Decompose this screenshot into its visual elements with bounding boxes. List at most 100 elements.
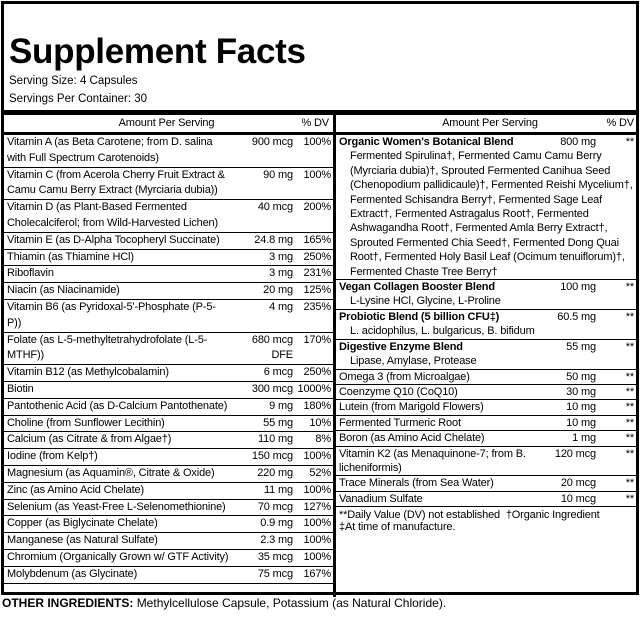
nutrient-dv: 8%: [315, 433, 331, 446]
nutrient-row: Calcium (as Citrate & from Algae†) 110 mg…: [4, 432, 333, 450]
nutrient-name: Vitamin D (as Plant-Based Fermented Chol…: [7, 201, 219, 229]
nutrient-amount: 90 mg: [263, 168, 293, 181]
ingredient-name: Digestive Enzyme Blend: [339, 340, 463, 353]
ingredient-dv: **: [625, 340, 634, 353]
nutrient-dv: 100%: [303, 450, 331, 463]
ingredient-dv: **: [625, 281, 634, 294]
right-table: Amount Per Serving % DV Organic Women's …: [336, 115, 636, 597]
ingredient-amount: 55 mg: [566, 340, 596, 353]
ingredient-main: Fermented Turmeric Root 10 mg **: [336, 416, 636, 430]
ingredient-name: Organic Women's Botanical Blend: [339, 136, 514, 148]
nutrient-row: Thiamin (as Thiamine HCl) 3 mg 250%: [4, 250, 333, 267]
nutrient-name: Biotin: [7, 382, 34, 395]
nutrient-amount: 11 mg: [263, 483, 293, 496]
ingredient-dv: **: [625, 492, 634, 505]
nutrient-dv: 100%: [303, 168, 331, 181]
nutrient-dv: 10%: [309, 416, 331, 429]
blend-detail: L-Lysine HCl, Glycine, L-Proline: [350, 295, 501, 308]
nutrient-amount: 2.3 mg: [260, 534, 293, 547]
nutrient-amount: 20 mg: [263, 284, 293, 297]
ingredient-dv: **: [625, 447, 634, 460]
nutrient-amount: 4 mg: [269, 300, 293, 313]
nutrient-row: Vitamin D (as Plant-Based Fermented Chol…: [4, 200, 333, 233]
nutrient-dv: 100%: [303, 517, 331, 530]
ingredient-main: Trace Minerals (from Sea Water) 20 mcg **: [336, 476, 636, 490]
nutrient-row: Chromium (Organically Grown w/ GTF Activ…: [4, 550, 333, 567]
nutrient-amount: 150 mcg: [251, 450, 293, 463]
ingredient-amount: 800 mg: [560, 136, 596, 148]
nutrient-row: Niacin (as Niacinamide) 20 mg 125%: [4, 283, 333, 300]
nutrient-row: Biotin 300 mcg 1000%: [4, 382, 333, 399]
ingredient-amount: 30 mg: [566, 385, 596, 398]
nutrient-row: Pantothenic Acid (as D-Calcium Pantothen…: [4, 399, 333, 416]
ingredient-name: Trace Minerals (from Sea Water): [339, 477, 494, 490]
left-table: Amount Per Serving % DV Vitamin A (as Be…: [4, 115, 336, 597]
header-dv: % DV: [301, 117, 329, 129]
nutrient-dv: 200%: [303, 201, 331, 214]
ingredient-dv: **: [625, 310, 634, 323]
ingredient-row: Trace Minerals (from Sea Water) 20 mcg **: [336, 476, 636, 492]
nutrient-name: Copper (as Biglycinate Chelate): [7, 517, 158, 530]
nutrient-amount: 300 mcg: [251, 382, 293, 395]
title: Supplement Facts: [9, 32, 306, 71]
nutrient-dv: 100%: [303, 136, 331, 148]
ingredient-dv: **: [625, 432, 634, 445]
nutrient-amount: 680 mcg DFE: [251, 333, 293, 362]
nutrient-name: Chromium (Organically Grown w/ GTF Activ…: [7, 550, 229, 563]
nutrient-row: Vitamin A (as Beta Carotene; from D. sal…: [4, 135, 333, 168]
nutrient-name: Calcium (as Citrate & from Algae†): [7, 433, 172, 446]
ingredient-dv: **: [625, 385, 634, 398]
nutrient-dv: 52%: [309, 466, 331, 479]
ingredient-name: Boron (as Amino Acid Chelate): [339, 432, 485, 445]
ingredient-name: Omega 3 (from Microalgae): [339, 370, 470, 383]
ingredient-amount: 50 mg: [566, 370, 596, 383]
serving-size: Serving Size: 4 Capsules: [9, 75, 138, 87]
nutrient-row: Vitamin B6 (as Pyridoxal-5'-Phosphate (P…: [4, 300, 333, 333]
nutrient-name: Zinc (as Amino Acid Chelate): [7, 483, 145, 496]
ingredient-row: Lutein (from Marigold Flowers) 10 mg **: [336, 400, 636, 416]
ingredient-row: Omega 3 (from Microalgae) 50 mg **: [336, 370, 636, 385]
table-header: Amount Per Serving % DV: [336, 115, 636, 135]
ingredient-name: Vitamin K2 (as Menaquinone-7; from B. li…: [339, 447, 526, 474]
header-amount: Amount Per Serving: [442, 117, 538, 129]
other-text: Methylcellulose Capsule, Potassium (as N…: [136, 596, 447, 610]
nutrient-dv: 100%: [303, 550, 331, 563]
ingredient-dv: **: [625, 370, 634, 383]
ingredient-row: Boron (as Amino Acid Chelate) 1 mg **: [336, 431, 636, 447]
nutrient-row: Zinc (as Amino Acid Chelate) 11 mg 100%: [4, 483, 333, 500]
ingredient-amount: 20 mcg: [560, 477, 596, 490]
nutrient-row: Choline (from Sunflower Lecithin) 55 mg 10…: [4, 416, 333, 433]
nutrient-dv: 250%: [303, 366, 331, 379]
nutrient-name: Iodine (from Kelp†): [7, 450, 98, 463]
nutrient-row: Selenium (as Yeast-Free L-Selenomethioni…: [4, 500, 333, 517]
nutrient-amount: 9 mg: [269, 399, 293, 412]
nutrient-amount: 35 mcg: [257, 550, 293, 563]
ingredient-main: Vanadium Sulfate 10 mcg **: [336, 492, 636, 506]
nutrient-name: Vitamin B6 (as Pyridoxal-5'-Phosphate (P…: [7, 300, 216, 329]
nutrient-amount: 24.8 mg: [254, 233, 293, 246]
nutrient-dv: 100%: [303, 483, 331, 496]
ingredient-row: Vanadium Sulfate 10 mcg **: [336, 492, 636, 508]
ingredient-name: Lutein (from Marigold Flowers): [339, 401, 484, 414]
ingredient-name: Probiotic Blend (5 billion CFU‡): [339, 310, 500, 323]
nutrient-name: Vitamin C (from Acerola Cherry Fruit Ext…: [7, 168, 225, 197]
nutrient-amount: 55 mg: [263, 416, 293, 429]
nutrient-name: Niacin (as Niacinamide): [7, 284, 120, 297]
ingredient-main: Probiotic Blend (5 billion CFU‡) 60.5 mg *…: [336, 310, 636, 324]
nutrient-name: Vitamin A (as Beta Carotene; from D. sal…: [7, 136, 213, 164]
ingredient-main: Lutein (from Marigold Flowers) 10 mg **: [336, 400, 636, 414]
ingredient-main: Digestive Enzyme Blend 55 mg **: [336, 340, 636, 354]
nutrient-dv: 235%: [303, 300, 331, 313]
ingredient-main: Omega 3 (from Microalgae) 50 mg **: [336, 370, 636, 384]
nutrient-name: Riboflavin: [7, 267, 54, 280]
ingredient-dv: **: [625, 401, 634, 414]
ingredient-row: Fermented Turmeric Root 10 mg **: [336, 416, 636, 432]
ingredient-amount: 10 mcg: [560, 492, 596, 505]
nutrient-amount: 40 mcg: [257, 201, 293, 214]
ingredient-dv: **: [625, 136, 634, 148]
nutrient-amount: 75 mcg: [257, 567, 293, 580]
nutrient-row: Magnesium (as Aquamin®, Citrate & Oxide)…: [4, 466, 333, 483]
nutrient-row: Folate (as L-5-methyltetrahydrofolate (L…: [4, 333, 333, 366]
ingredient-main: Boron (as Amino Acid Chelate) 1 mg **: [336, 431, 636, 445]
nutrient-dv: 167%: [303, 567, 331, 580]
